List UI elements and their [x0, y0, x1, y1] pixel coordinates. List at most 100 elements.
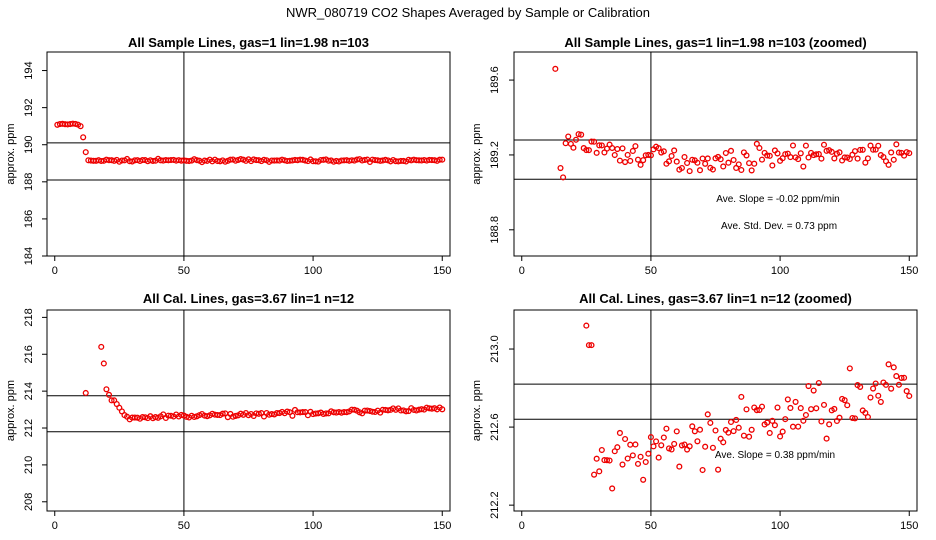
y-axis-label: approx. ppm — [471, 380, 483, 441]
data-point — [797, 405, 804, 412]
data-point — [831, 405, 838, 413]
x-tick-label: 0 — [52, 265, 58, 277]
data-point — [715, 466, 722, 473]
data-point — [870, 146, 877, 153]
chart-panel-4: All Cal. Lines, gas=3.67 lin=1 n=12 (zoo… — [471, 291, 918, 532]
annotation-text: Ave. Std. Dev. = 0.73 ppm — [721, 221, 837, 232]
y-tick-label: 189.6 — [489, 66, 501, 94]
data-points — [552, 65, 913, 181]
data-point — [888, 149, 895, 156]
data-point — [722, 149, 729, 157]
data-point — [637, 453, 644, 460]
data-point — [72, 120, 79, 127]
data-point — [810, 387, 817, 394]
data-point — [219, 410, 226, 417]
data-point — [384, 407, 392, 414]
data-point — [660, 148, 667, 155]
y-tick-label: 192 — [23, 98, 35, 116]
data-point — [660, 434, 667, 441]
data-point — [640, 476, 647, 483]
data-point — [627, 441, 634, 448]
data-point — [808, 406, 815, 413]
chart-panel-2: All Sample Lines, gas=1 lin=1.98 n=103 (… — [471, 35, 918, 277]
panel-title: All Sample Lines, gas=1 lin=1.98 n=103 (… — [564, 35, 866, 50]
data-point — [103, 386, 110, 393]
y-axis-label: approx. ppm — [5, 123, 17, 184]
data-point — [851, 415, 859, 422]
data-point — [828, 148, 835, 155]
data-point — [686, 168, 693, 175]
data-point — [629, 147, 636, 155]
data-point — [361, 156, 368, 164]
data-point — [578, 131, 585, 138]
data-point — [557, 164, 564, 172]
data-point — [583, 147, 590, 154]
data-point — [906, 150, 913, 157]
data-point — [823, 435, 830, 442]
data-point — [885, 161, 892, 168]
x-tick-label: 150 — [433, 520, 451, 532]
data-point — [709, 166, 716, 173]
data-point — [702, 443, 709, 450]
data-point — [647, 434, 654, 441]
data-point — [552, 65, 559, 72]
data-point — [756, 144, 763, 152]
data-point — [689, 156, 696, 163]
data-point — [596, 142, 603, 149]
data-point — [299, 156, 306, 163]
data-point — [836, 414, 843, 421]
data-point — [862, 409, 869, 416]
data-point — [178, 411, 185, 419]
chart-panel-3: All Cal. Lines, gas=3.67 lin=1 n=12 0 50 10… — [5, 291, 451, 532]
data-point — [585, 147, 592, 154]
x-tick-label: 0 — [519, 265, 525, 277]
data-point — [735, 424, 742, 431]
data-point — [704, 155, 711, 162]
data-point — [702, 160, 709, 167]
data-point — [800, 163, 807, 170]
data-point — [730, 156, 737, 164]
data-point — [606, 457, 613, 464]
panel-title: All Cal. Lines, gas=3.67 lin=1 n=12 (zoo… — [579, 291, 852, 306]
data-point — [717, 156, 724, 163]
data-point — [77, 123, 84, 130]
data-point — [108, 397, 115, 404]
data-point — [655, 454, 662, 461]
data-point — [766, 429, 773, 437]
x-tick-label: 150 — [900, 265, 918, 277]
x-tick-label: 100 — [304, 265, 322, 277]
data-point — [727, 418, 735, 426]
data-point — [789, 423, 797, 430]
data-point — [836, 149, 843, 156]
data-point — [118, 157, 125, 164]
y-tick-label: 212.6 — [489, 413, 501, 441]
data-point — [815, 379, 822, 387]
data-point — [777, 433, 784, 440]
x-tick-label: 100 — [771, 520, 789, 532]
data-point — [694, 159, 701, 166]
page-title: NWR_080719 CO2 Shapes Averaged by Sample… — [286, 5, 650, 20]
data-point — [591, 471, 598, 478]
data-point — [591, 138, 598, 145]
data-point — [436, 156, 443, 163]
x-tick-label: 100 — [771, 265, 789, 277]
plot-frame — [46, 309, 451, 512]
data-point — [771, 422, 778, 429]
data-point — [627, 157, 634, 164]
data-point — [890, 156, 897, 163]
data-point — [616, 157, 623, 164]
data-point — [862, 159, 869, 166]
data-point — [888, 385, 895, 392]
data-point — [733, 416, 740, 424]
data-point — [583, 322, 590, 329]
data-point — [609, 485, 616, 492]
data-point — [753, 407, 760, 414]
data-point — [671, 440, 678, 447]
data-point — [707, 419, 714, 426]
data-point — [193, 157, 200, 164]
data-point — [642, 458, 649, 466]
chart-panel-1: All Sample Lines, gas=1 lin=1.98 n=103 0 5… — [5, 35, 451, 277]
data-point — [322, 410, 330, 417]
data-point — [645, 151, 652, 158]
data-point — [80, 134, 87, 141]
